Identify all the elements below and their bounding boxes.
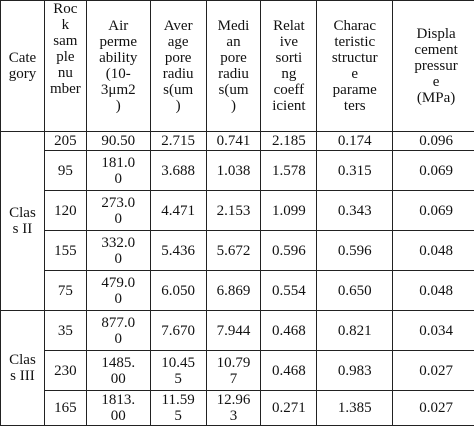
- table-cell: 0.741: [206, 132, 261, 151]
- category-cell: Clas s II: [1, 132, 45, 311]
- header-characteristic-structure-parameters: Charac teristic structur e parame ters: [317, 1, 393, 132]
- table-cell: 0.048: [393, 271, 474, 311]
- table-row: Clas s II 205 90.50 2.715 0.741 2.185 0.…: [1, 132, 474, 151]
- header-average-pore-radius: Aver age pore radiu s(um ): [150, 1, 206, 132]
- table-row: 75 479.0 0 6.050 6.869 0.554 0.650 0.048: [1, 271, 474, 311]
- table-cell: 877.0 0: [86, 311, 150, 351]
- table-cell: 0.596: [261, 231, 317, 271]
- table-cell: 0.096: [393, 132, 474, 151]
- header-sample-number: Roc k sam ple nu mber: [44, 1, 86, 132]
- header-air-permeability: Air perme ability (10- 3μm2 ): [86, 1, 150, 132]
- table-cell: 2.715: [150, 132, 206, 151]
- table-cell: 1.099: [261, 191, 317, 231]
- table-cell: 0.048: [393, 231, 474, 271]
- table-row: 95 181.0 0 3.688 1.038 1.578 0.315 0.069: [1, 151, 474, 191]
- table-cell: 0.174: [317, 132, 393, 151]
- table-cell: 479.0 0: [86, 271, 150, 311]
- table-cell: 2.153: [206, 191, 261, 231]
- header-category: Cate gory: [1, 1, 45, 132]
- table-cell: 0.468: [261, 311, 317, 351]
- table-cell: 0.271: [261, 391, 317, 426]
- table-cell: 5.436: [150, 231, 206, 271]
- table-cell: 90.50: [86, 132, 150, 151]
- category-cell: Clas s III: [1, 311, 45, 426]
- table-cell: 0.027: [393, 351, 474, 391]
- table-cell: 1.385: [317, 391, 393, 426]
- table-cell: 7.670: [150, 311, 206, 351]
- table-cell: 155: [44, 231, 86, 271]
- table-cell: 1.038: [206, 151, 261, 191]
- table-cell: 0.027: [393, 391, 474, 426]
- table-cell: 205: [44, 132, 86, 151]
- table-cell: 4.471: [150, 191, 206, 231]
- table-cell: 0.821: [317, 311, 393, 351]
- table-cell: 0.554: [261, 271, 317, 311]
- table-row: 155 332.0 0 5.436 5.672 0.596 0.596 0.04…: [1, 231, 474, 271]
- table-cell: 3.688: [150, 151, 206, 191]
- table-cell: 0.596: [317, 231, 393, 271]
- table-row: 165 1813. 00 11.59 5 12.96 3 0.271 1.385…: [1, 391, 474, 426]
- header-displacement-pressure: Displa cement pressur e (MPa): [393, 1, 474, 132]
- table-cell: 11.59 5: [150, 391, 206, 426]
- header-row: Cate gory Roc k sam ple nu mber Air perm…: [1, 1, 474, 132]
- header-relative-sorting-coefficient: Relat ive sorti ng coeff icient: [261, 1, 317, 132]
- table-cell: 6.050: [150, 271, 206, 311]
- table-cell: 0.069: [393, 191, 474, 231]
- table-cell: 0.468: [261, 351, 317, 391]
- table-cell: 0.650: [317, 271, 393, 311]
- table-cell: 230: [44, 351, 86, 391]
- table-cell: 12.96 3: [206, 391, 261, 426]
- table-cell: 10.79 7: [206, 351, 261, 391]
- table-cell: 165: [44, 391, 86, 426]
- table-row: Clas s III 35 877.0 0 7.670 7.944 0.468 …: [1, 311, 474, 351]
- table-cell: 181.0 0: [86, 151, 150, 191]
- table-cell: 120: [44, 191, 86, 231]
- table-row: 120 273.0 0 4.471 2.153 1.099 0.343 0.06…: [1, 191, 474, 231]
- table-cell: 0.315: [317, 151, 393, 191]
- table-cell: 5.672: [206, 231, 261, 271]
- table-cell: 95: [44, 151, 86, 191]
- table-cell: 35: [44, 311, 86, 351]
- table-cell: 7.944: [206, 311, 261, 351]
- table-cell: 0.343: [317, 191, 393, 231]
- table-cell: 1813. 00: [86, 391, 150, 426]
- table-cell: 0.069: [393, 151, 474, 191]
- table-cell: 332.0 0: [86, 231, 150, 271]
- table-row: 230 1485. 00 10.45 5 10.79 7 0.468 0.983…: [1, 351, 474, 391]
- table-cell: 1.578: [261, 151, 317, 191]
- table-cell: 10.45 5: [150, 351, 206, 391]
- header-median-pore-radius: Medi an pore radiu s(um ): [206, 1, 261, 132]
- table-cell: 75: [44, 271, 86, 311]
- table-cell: 273.0 0: [86, 191, 150, 231]
- table-cell: 0.983: [317, 351, 393, 391]
- table-cell: 6.869: [206, 271, 261, 311]
- table-cell: 1485. 00: [86, 351, 150, 391]
- table-cell: 2.185: [261, 132, 317, 151]
- table-cell: 0.034: [393, 311, 474, 351]
